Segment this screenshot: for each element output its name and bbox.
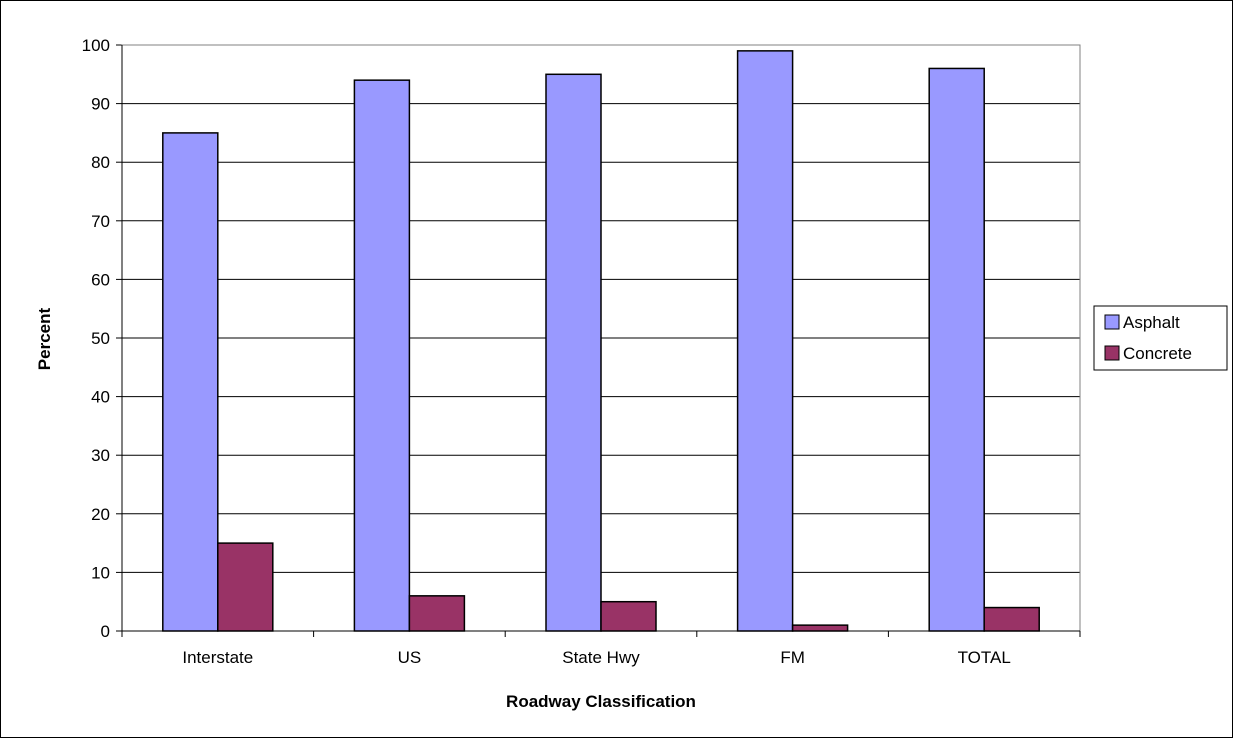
legend-label-asphalt: Asphalt — [1123, 313, 1180, 332]
x-tick-label-total: TOTAL — [958, 648, 1011, 667]
x-tick-label-fm: FM — [780, 648, 805, 667]
y-tick-label-80: 80 — [91, 153, 110, 172]
bar-concrete-fm — [791, 624, 849, 632]
y-tick-label-20: 20 — [91, 505, 110, 524]
y-tick-label-50: 50 — [91, 329, 110, 348]
bar-asphalt-fm — [736, 50, 794, 632]
bar-concrete-state-hwy — [600, 600, 657, 632]
bar-asphalt-interstate — [162, 132, 219, 632]
y-tick-label-60: 60 — [91, 270, 110, 289]
bar-asphalt-us — [353, 79, 411, 632]
legend-label-concrete: Concrete — [1123, 344, 1192, 363]
y-tick-label-0: 0 — [101, 622, 110, 641]
y-tick-label-10: 10 — [91, 563, 110, 582]
y-tick-label-30: 30 — [91, 446, 110, 465]
x-tick-label-interstate: Interstate — [182, 648, 253, 667]
x-tick-label-us: US — [398, 648, 422, 667]
legend-swatch-concrete — [1104, 345, 1120, 361]
bar-concrete-us — [408, 595, 466, 632]
y-tick-label-40: 40 — [91, 388, 110, 407]
bar-asphalt-total — [928, 67, 985, 632]
bar-concrete-total — [983, 606, 1040, 632]
y-tick-label-90: 90 — [91, 95, 110, 114]
legend-swatch-asphalt — [1104, 314, 1120, 330]
bar-asphalt-state-hwy — [545, 73, 602, 632]
y-tick-label-100: 100 — [82, 36, 110, 55]
x-axis-title: Roadway Classification — [506, 692, 696, 711]
x-tick-label-state-hwy: State Hwy — [562, 648, 640, 667]
legend: Asphalt Concrete — [1093, 305, 1228, 371]
y-axis-title: Percent — [35, 307, 54, 370]
bar-concrete-interstate — [217, 542, 274, 632]
plot-area: 0 10 20 30 40 50 60 70 80 90 100 Interstate US State … — [82, 36, 1081, 667]
y-tick-label-70: 70 — [91, 212, 110, 231]
